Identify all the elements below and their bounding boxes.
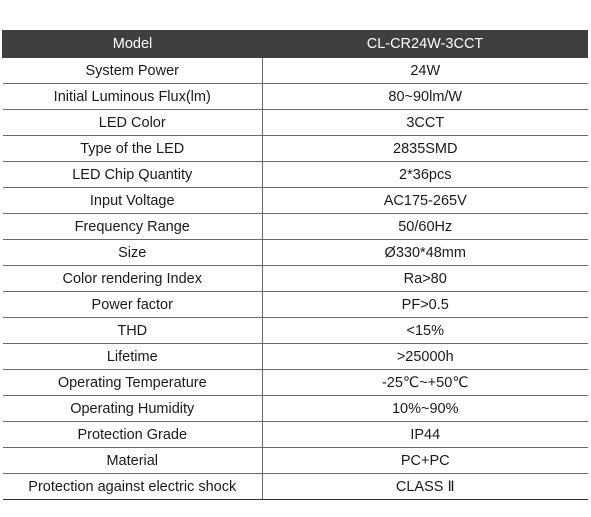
param-value: Ra>80 — [262, 265, 588, 292]
table-row: Protection against electric shock CLASS Ⅱ — [2, 473, 588, 500]
param-name: Initial Luminous Flux(lm) — [2, 83, 263, 110]
table-row: System Power 24W — [2, 57, 588, 84]
table-row: Lifetime >25000h — [2, 343, 588, 370]
table-row: LED Color 3CCT — [2, 109, 588, 136]
param-name: Type of the LED — [2, 135, 263, 162]
param-name: LED Color — [2, 109, 263, 136]
param-value: PF>0.5 — [262, 291, 588, 318]
header-row: Model CL-CR24W-3CCT — [2, 30, 588, 58]
spec-table: Model CL-CR24W-3CCT System Power 24W Init… — [2, 30, 588, 500]
param-value: IP44 — [262, 421, 588, 448]
param-value: CLASS Ⅱ — [262, 473, 588, 500]
table-row: Operating Humidity 10%~90% — [2, 395, 588, 422]
param-name: Input Voltage — [2, 187, 263, 214]
param-value: 24W — [262, 57, 588, 84]
param-name: Power factor — [2, 291, 263, 318]
param-value: <15% — [262, 317, 588, 344]
table-row: Operating Temperature -25℃~+50℃ — [2, 369, 588, 396]
param-name: Color rendering Index — [2, 265, 263, 292]
param-value: Ø330*48mm — [262, 239, 588, 266]
header-param-label: Model — [2, 30, 263, 58]
param-value: 3CCT — [262, 109, 588, 136]
param-name: Operating Temperature — [2, 369, 263, 396]
param-value: >25000h — [262, 343, 588, 370]
param-name: Operating Humidity — [2, 395, 263, 422]
param-value: 50/60Hz — [262, 213, 588, 240]
table-row: Frequency Range 50/60Hz — [2, 213, 588, 240]
table-row: Color rendering Index Ra>80 — [2, 265, 588, 292]
spec-sheet: Model CL-CR24W-3CCT System Power 24W Init… — [2, 30, 588, 500]
param-value: 2835SMD — [262, 135, 588, 162]
param-value: 80~90lm/W — [262, 83, 588, 110]
param-value: AC175-265V — [262, 187, 588, 214]
param-name: THD — [2, 317, 263, 344]
header-model-value: CL-CR24W-3CCT — [262, 30, 588, 58]
table-row: Size Ø330*48mm — [2, 239, 588, 266]
param-name: LED Chip Quantity — [2, 161, 263, 188]
table-row: Protection Grade IP44 — [2, 421, 588, 448]
param-value: 2*36pcs — [262, 161, 588, 188]
table-row: Power factor PF>0.5 — [2, 291, 588, 318]
param-name: Protection Grade — [2, 421, 263, 448]
param-name: Protection against electric shock — [2, 473, 263, 500]
param-name: Material — [2, 447, 263, 474]
table-row: Type of the LED 2835SMD — [2, 135, 588, 162]
table-row: LED Chip Quantity 2*36pcs — [2, 161, 588, 188]
param-name: System Power — [2, 57, 263, 84]
table-row: Input Voltage AC175-265V — [2, 187, 588, 214]
table-row: THD <15% — [2, 317, 588, 344]
table-body: System Power 24W Initial Luminous Flux(lm… — [2, 57, 588, 500]
table-row: Material PC+PC — [2, 447, 588, 474]
table-header: Model CL-CR24W-3CCT — [2, 30, 588, 58]
param-value: PC+PC — [262, 447, 588, 474]
param-value: -25℃~+50℃ — [262, 369, 588, 396]
param-value: 10%~90% — [262, 395, 588, 422]
param-name: Lifetime — [2, 343, 263, 370]
param-name: Size — [2, 239, 263, 266]
table-row: Initial Luminous Flux(lm) 80~90lm/W — [2, 83, 588, 110]
param-name: Frequency Range — [2, 213, 263, 240]
